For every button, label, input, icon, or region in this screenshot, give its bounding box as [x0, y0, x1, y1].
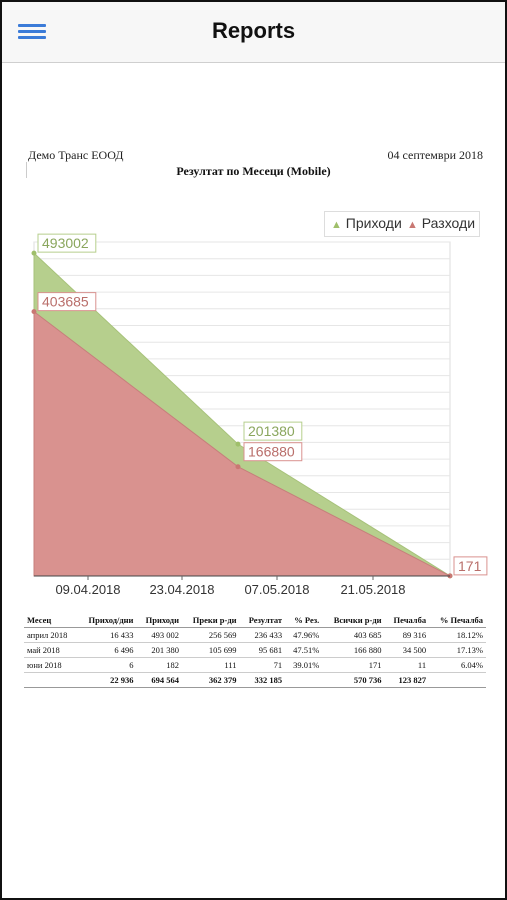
x-tick-label: 07.05.2018 — [244, 582, 309, 597]
table-cell: 111 — [181, 657, 240, 673]
column-header: % Печалба — [429, 613, 486, 628]
data-label-box — [37, 233, 97, 253]
total-cell: 22 936 — [77, 672, 137, 688]
x-tick-label: 09.04.2018 — [55, 582, 120, 597]
data-point — [235, 441, 241, 447]
table-cell: 403 685 — [322, 627, 385, 643]
column-header: Всички р-ди — [322, 613, 385, 628]
table-cell: 6 496 — [77, 642, 137, 658]
total-cell: 694 564 — [136, 672, 182, 688]
table-cell: 166 880 — [322, 642, 385, 658]
legend-item-income[interactable]: ▲ Приходи — [331, 215, 402, 231]
table-row: юни 2018 6 182 111 71 39.01% 171 11 6.04% — [24, 657, 486, 673]
data-label-box — [453, 556, 488, 576]
data-label-box — [37, 292, 97, 312]
column-header: Приходи — [136, 613, 182, 628]
table-cell: 18.12% — [429, 627, 486, 643]
column-header: Резултат — [239, 613, 286, 628]
x-tick-label: 23.04.2018 — [149, 582, 214, 597]
column-header: % Рез. — [285, 613, 323, 628]
area-chart: 09.04.2018 23.04.2018 07.05.2018 21.05.2018… — [31, 233, 488, 597]
report-title: Резултат по Месеци (Mobile) — [176, 164, 331, 178]
table-cell: 71 — [239, 657, 286, 673]
data-label: 403685 — [42, 294, 89, 310]
page-title: Reports — [211, 18, 296, 43]
data-label-box — [243, 421, 303, 441]
table-cell: 47.96% — [285, 627, 323, 643]
data-label-box — [243, 442, 303, 462]
x-tick-label: 21.05.2018 — [340, 582, 405, 597]
divider — [26, 162, 27, 178]
table-cell: 47.51% — [285, 642, 323, 658]
table-cell: 39.01% — [285, 657, 323, 673]
data-point — [31, 250, 37, 256]
data-label: 493002 — [42, 235, 89, 251]
table-cell: 256 569 — [181, 627, 240, 643]
table-cell: юни 2018 — [24, 657, 78, 673]
total-cell: 332 185 — [239, 672, 286, 688]
table-cell: 6 — [77, 657, 137, 673]
column-header: Печалба — [384, 613, 430, 628]
totals-row: 22 936 694 564 362 379 332 185 570 736 123 82… — [24, 672, 486, 688]
total-cell — [285, 672, 323, 688]
table-cell: 236 433 — [239, 627, 286, 643]
data-point — [235, 464, 241, 470]
legend-item-expenses[interactable]: ▲ Разходи — [407, 215, 475, 231]
table-cell: 201 380 — [136, 642, 182, 658]
table-row: април 2018 16 433 493 002 256 569 236 433 47.… — [24, 627, 486, 643]
chart-legend: ▲ Приходи ▲ Разходи — [324, 211, 480, 237]
data-point — [31, 309, 37, 315]
data-label: 166880 — [248, 444, 295, 460]
table-cell: 89 316 — [384, 627, 430, 643]
total-cell — [429, 672, 486, 688]
table-cell: 493 002 — [136, 627, 182, 643]
table-cell: 182 — [136, 657, 182, 673]
table-cell: 95 681 — [239, 642, 286, 658]
table-cell: 16 433 — [77, 627, 137, 643]
table-cell: април 2018 — [24, 627, 78, 643]
column-header: Приход/дни — [77, 613, 137, 628]
legend-label: Разходи — [421, 215, 476, 231]
column-header: Месец — [24, 613, 78, 628]
total-cell — [24, 672, 78, 688]
legend-marker-icon: ▲ — [331, 219, 342, 231]
table-cell: май 2018 — [24, 642, 78, 658]
table-cell: 11 — [384, 657, 430, 673]
top-bar: Reports — [2, 2, 505, 63]
table-row: май 2018 6 496 201 380 105 699 95 681 47.51% 1… — [24, 642, 486, 658]
table-header-row: Месец Приход/дни Приходи Преки р-ди Резултат… — [24, 613, 486, 628]
results-table: Месец Приход/дни Приходи Преки р-ди Резултат… — [24, 613, 486, 688]
report-date: 04 септември 2018 — [387, 148, 483, 162]
company-name: Демо Транс ЕООД — [28, 148, 124, 162]
hamburger-icon[interactable] — [18, 24, 48, 42]
total-cell: 570 736 — [322, 672, 385, 688]
table-cell: 17.13% — [429, 642, 486, 658]
legend-label: Приходи — [345, 215, 402, 231]
total-cell: 362 379 — [181, 672, 240, 688]
table-cell: 34 500 — [384, 642, 430, 658]
table-cell: 105 699 — [181, 642, 240, 658]
total-cell: 123 827 — [384, 672, 430, 688]
table-cell: 6.04% — [429, 657, 486, 673]
data-label: 201380 — [248, 423, 295, 439]
table-cell: 171 — [322, 657, 385, 673]
column-header: Преки р-ди — [181, 613, 240, 628]
data-label: 171 — [458, 558, 482, 574]
legend-marker-icon: ▲ — [407, 219, 418, 231]
